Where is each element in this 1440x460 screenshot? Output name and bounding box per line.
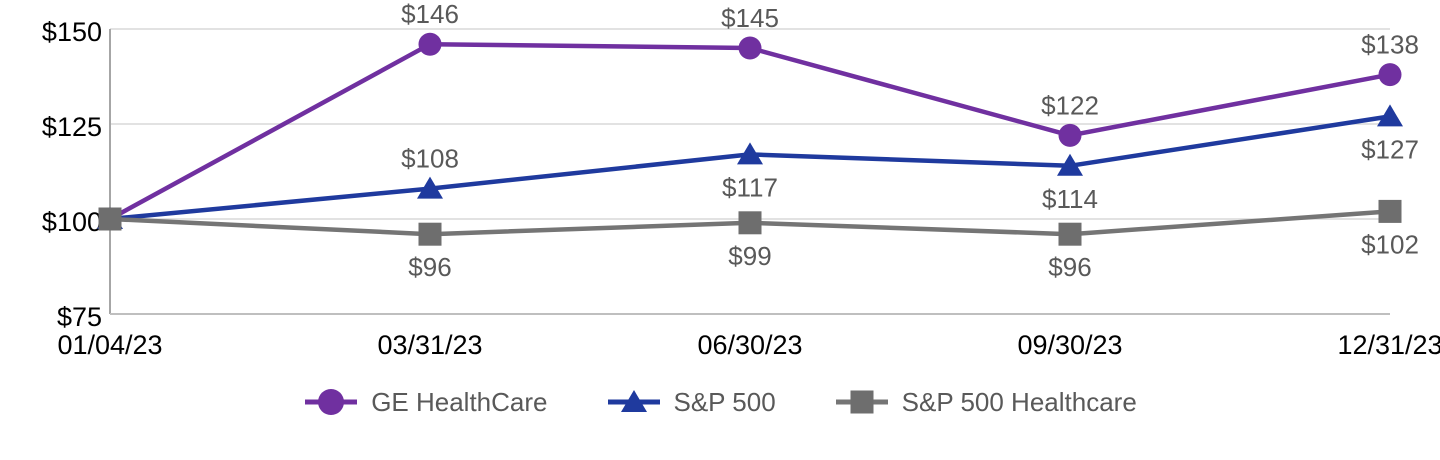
legend-label: GE HealthCare [371, 386, 548, 417]
data-point-label: $102 [1361, 229, 1419, 259]
data-point-marker-s-p-500-healthcare [1058, 222, 1082, 246]
data-point-label: $146 [401, 0, 459, 29]
data-point-marker-s-p-500 [737, 142, 763, 165]
square-marker-icon [834, 384, 890, 420]
data-point-marker-ge-healthcare [1058, 123, 1082, 147]
data-point-label: $145 [721, 3, 779, 33]
data-point-marker-ge-healthcare [738, 36, 762, 60]
legend-marker-shape [620, 390, 647, 412]
data-point-label: $122 [1041, 90, 1099, 120]
legend-marker-shape [850, 390, 874, 414]
legend-item-sp500-healthcare: S&P 500 Healthcare [834, 384, 1137, 420]
data-point-label: $127 [1361, 134, 1419, 164]
y-tick-label: $150 [42, 17, 102, 47]
data-point-marker-ge-healthcare [418, 32, 442, 56]
data-point-marker-ge-healthcare [1378, 63, 1402, 87]
data-point-marker-s-p-500-healthcare [418, 222, 442, 246]
x-tick-label: 06/30/23 [697, 330, 802, 360]
data-point-label: $96 [408, 252, 451, 282]
data-point-label: $108 [401, 144, 459, 174]
data-point-marker-s-p-500-healthcare [738, 211, 762, 235]
data-point-marker-s-p-500 [1377, 104, 1403, 127]
y-tick-label: $125 [42, 112, 102, 142]
data-point-marker-s-p-500 [417, 176, 443, 199]
data-point-label: $138 [1361, 30, 1419, 60]
data-point-marker-s-p-500 [1057, 153, 1083, 176]
legend-item-sp500: S&P 500 [606, 384, 776, 420]
chart-legend: GE HealthCare S&P 500 S&P 500 Healthcare [0, 384, 1440, 420]
series-line-s-p-500 [109, 114, 1391, 222]
legend-label: S&P 500 Healthcare [901, 386, 1137, 417]
y-tick-label: $75 [57, 302, 102, 332]
triangle-marker-icon [606, 384, 662, 420]
data-point-label: $99 [728, 241, 771, 271]
data-point-label: $114 [1042, 184, 1098, 214]
legend-item-ge-healthcare: GE HealthCare [303, 384, 548, 420]
legend-label: S&P 500 [673, 386, 776, 417]
circle-marker-icon [303, 384, 359, 420]
x-tick-label: 09/30/23 [1017, 330, 1122, 360]
x-tick-label: 01/04/23 [57, 330, 162, 360]
data-point-label: $117 [722, 172, 778, 202]
x-tick-label: 12/31/23 [1337, 330, 1440, 360]
x-tick-label: 03/31/23 [377, 330, 482, 360]
data-point-marker-s-p-500-healthcare [1378, 199, 1402, 223]
data-point-marker-s-p-500-healthcare [98, 207, 122, 231]
data-point-label: $96 [1048, 252, 1091, 282]
legend-marker-shape [318, 389, 345, 415]
y-tick-label: $100 [42, 207, 102, 237]
